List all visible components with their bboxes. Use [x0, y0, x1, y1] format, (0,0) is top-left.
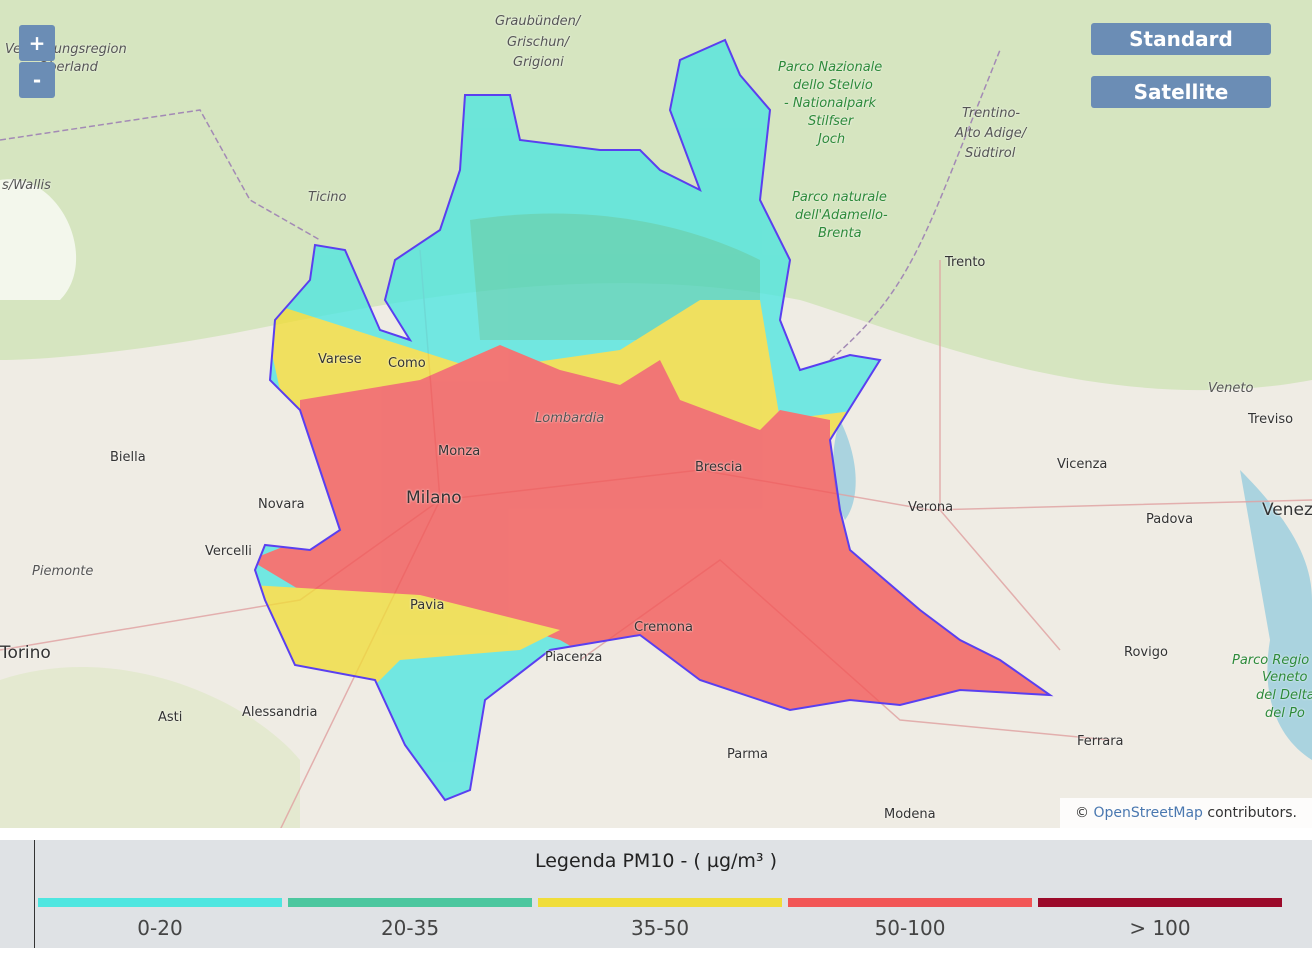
legend-label: > 100	[1129, 916, 1191, 940]
map-label: del Delta	[1256, 688, 1312, 703]
map-label: Milano	[406, 488, 462, 508]
map-label: dell'Adamello-	[795, 208, 888, 223]
map-label: Como	[388, 356, 426, 371]
map-label: Modena	[884, 807, 936, 822]
map-label: Varese	[318, 352, 362, 367]
legend-label: 35-50	[630, 916, 690, 940]
map-label: - Nationalpark	[784, 96, 877, 111]
map-label: Venez	[1262, 500, 1312, 520]
map-label: Trento	[945, 255, 986, 270]
map-label: del Po	[1265, 706, 1305, 721]
legend-label: 50-100	[874, 916, 946, 940]
map-label: Trentino-	[962, 106, 1021, 121]
map-label: Lombardia	[535, 411, 605, 426]
map-label: Joch	[818, 132, 846, 147]
map-label: Piacenza	[545, 650, 603, 665]
map-label: dello Stelvio	[793, 78, 873, 93]
map-label: Brescia	[695, 460, 743, 475]
map-label: Parma	[727, 747, 768, 762]
legend-title: Legenda PM10 - ( µg/m³ )	[534, 850, 778, 872]
map-label: Grischun/	[507, 35, 570, 50]
map-label: Brenta	[818, 226, 862, 241]
legend-swatch	[38, 898, 282, 907]
map-label: Asti	[158, 710, 183, 725]
map-label: Alto Adige/	[955, 126, 1027, 141]
map-label: Veneto	[1262, 670, 1308, 685]
map-label: Cremona	[634, 620, 693, 635]
map-label: Stilfser	[808, 114, 854, 129]
map-label: Torino	[0, 643, 51, 663]
map-label: Vercelli	[205, 544, 252, 559]
attribution-text: contributors.	[1207, 805, 1297, 821]
map-label: Piemonte	[32, 564, 94, 579]
map-label: Alessandria	[242, 705, 318, 720]
standard-layer-button[interactable]: Standard	[1091, 23, 1271, 55]
map-label: Verona	[908, 500, 954, 515]
map-label: Südtirol	[965, 146, 1016, 161]
map-label: Parco Nazionale	[778, 60, 883, 75]
map-label: Grigioni	[513, 55, 564, 70]
map-label: Ticino	[308, 190, 347, 205]
map-label: Treviso	[1248, 412, 1294, 427]
map-label: Rovigo	[1124, 645, 1168, 660]
attribution: © OpenStreetMap contributors.	[1060, 798, 1312, 828]
satellite-layer-button[interactable]: Satellite	[1091, 76, 1271, 108]
legend-label: 20-35	[380, 916, 440, 940]
legend-swatch	[1038, 898, 1282, 907]
map: Graubünden/Grischun/Grigioni Parco Nazion…	[0, 0, 1312, 828]
legend-divider	[34, 840, 35, 948]
map-label: Parco Regio	[1232, 653, 1310, 668]
map-label: Monza	[438, 444, 481, 459]
attribution-symbol: ©	[1075, 805, 1089, 821]
zoom-out-button[interactable]: -	[19, 62, 55, 98]
zoom-in-button[interactable]: +	[19, 25, 55, 61]
legend-swatch	[788, 898, 1032, 907]
map-label: Pavia	[410, 598, 445, 613]
map-label: Veneto	[1208, 381, 1254, 396]
map-label: Vicenza	[1057, 457, 1108, 472]
legend-label: 0-20	[137, 916, 183, 940]
map-label: Graubünden/	[495, 14, 581, 29]
map-label: s/Wallis	[2, 178, 51, 193]
map-label: Novara	[258, 497, 305, 512]
map-canvas	[0, 0, 1312, 828]
legend-swatch	[288, 898, 532, 907]
map-label: Biella	[110, 450, 146, 465]
map-label: Parco naturale	[792, 190, 887, 205]
map-label: Ferrara	[1077, 734, 1124, 749]
legend: Legenda PM10 - ( µg/m³ ) 0-20 20-35 35-50 5…	[0, 840, 1312, 948]
attribution-link[interactable]: OpenStreetMap	[1093, 805, 1203, 821]
legend-swatch	[538, 898, 782, 907]
map-label: Padova	[1146, 512, 1194, 527]
